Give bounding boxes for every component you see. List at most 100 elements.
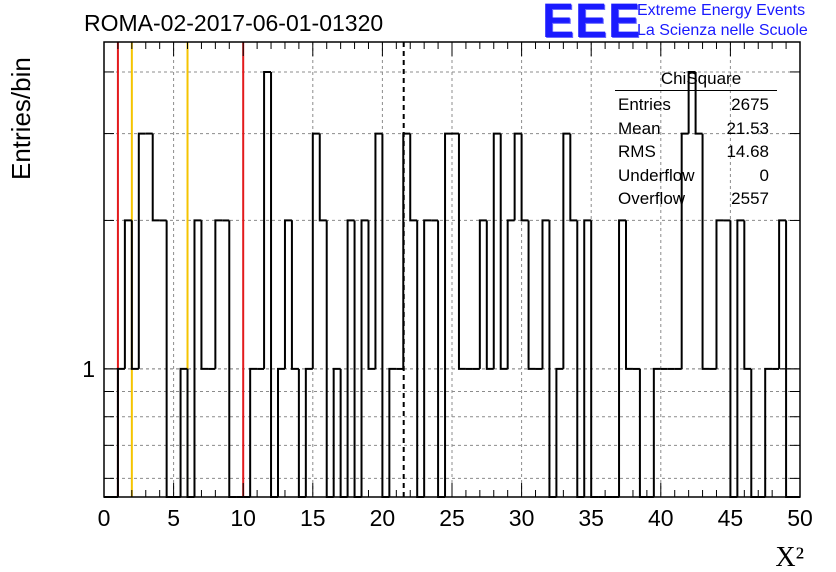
x-tick-label: 10 [230, 505, 256, 531]
histogram-bin [304, 367, 313, 497]
histogram-bin [137, 132, 146, 369]
histogram-bin [179, 367, 188, 497]
histogram-bin [283, 219, 292, 369]
y-axis-label: Entries/bin [6, 57, 36, 180]
histogram-bin [694, 71, 703, 135]
histogram-bin [130, 220, 139, 370]
axis-ticks [103, 42, 801, 497]
histogram-bin [325, 220, 334, 498]
histogram-bin [193, 219, 202, 497]
x-tick-label: 50 [787, 505, 813, 531]
x-tick-label: 25 [439, 505, 465, 531]
histogram-bin [367, 220, 376, 370]
stats-row-overflow: Overflow 2557 [611, 187, 777, 211]
stats-row-entries: Entries 2675 [611, 93, 777, 117]
histogram-bin [116, 367, 125, 497]
histogram-bin [583, 219, 592, 497]
histogram-bin [513, 132, 522, 221]
histogram-bin [249, 367, 258, 497]
histogram-bin [151, 133, 160, 222]
x-tick-label: 40 [648, 505, 674, 531]
histogram-bin [485, 220, 494, 370]
histogram-bin [555, 367, 564, 497]
x-tick-label: 30 [509, 505, 535, 531]
histogram-bin [409, 133, 418, 222]
stats-key: Overflow [618, 189, 686, 208]
histogram-bin [527, 220, 536, 370]
histogram-bin [618, 219, 626, 497]
histogram-bin [123, 219, 132, 369]
histogram-bin [652, 367, 661, 497]
logo-line-2: La Scienza nelle Scuole [637, 22, 808, 39]
stats-row-mean: Mean 21.53 [611, 117, 777, 141]
histogram-bin [263, 70, 272, 369]
histogram-bin [388, 367, 397, 497]
histogram-bin [569, 133, 578, 222]
histogram-bin [311, 132, 320, 369]
histogram-bin [680, 132, 689, 369]
histogram-bin [548, 220, 557, 498]
stats-key: Entries [618, 95, 671, 114]
stats-title: ChiSquare [660, 69, 742, 88]
x-tick-label: 5 [167, 505, 180, 531]
stats-divider [615, 90, 777, 91]
histogram-bin [200, 220, 209, 370]
histogram-bin [318, 133, 327, 222]
histogram-bin [729, 220, 738, 498]
stats-key: Mean [618, 118, 661, 138]
histogram-bin [402, 132, 411, 369]
histogram-bin [360, 219, 369, 497]
histogram-bin [562, 132, 571, 369]
logo-line-1: Extreme Energy Events [637, 2, 806, 19]
stats-box: ChiSquare Entries 2675 Mean 21.53 RMS 14… [611, 68, 777, 211]
histogram-bin [353, 220, 362, 498]
histogram-bin [625, 220, 633, 370]
stats-key: RMS [618, 142, 656, 161]
histogram-bin [423, 219, 432, 497]
histogram-bin [270, 71, 278, 498]
stats-row-rms: RMS 14.68 [611, 140, 777, 164]
histogram-bin [346, 219, 355, 497]
histogram-bin [457, 133, 466, 370]
y-tick-label: 1 [82, 356, 95, 382]
histogram-bin [381, 133, 390, 498]
axis-tick-labels: 0 5 10 15 20 25 30 35 40 45 50 1 [82, 356, 813, 531]
histogram-bin [778, 219, 787, 369]
histogram-bin [743, 220, 752, 370]
histogram-bin [339, 368, 348, 498]
x-tick-label: 20 [370, 505, 396, 531]
stats-value: 2557 [731, 189, 769, 208]
histogram-bin [576, 220, 585, 498]
histogram-bin [297, 368, 306, 498]
histogram-bin [785, 220, 794, 498]
histogram-bin [437, 220, 446, 498]
histogram-bin [764, 367, 773, 497]
histogram-bin [736, 219, 745, 497]
histogram-bin [332, 367, 341, 497]
histogram-bin [277, 367, 285, 497]
histogram-bin [444, 132, 452, 497]
histogram-bin [416, 220, 425, 498]
histogram-bin [638, 368, 647, 498]
eee-logo-mark: EEE [542, 0, 642, 48]
stats-key: Underflow [618, 165, 695, 185]
histogram-bin [374, 132, 383, 369]
histogram-bin [478, 219, 487, 369]
histogram-bin [290, 220, 299, 370]
histogram-bin [186, 368, 195, 498]
histogram-bin [541, 219, 550, 369]
x-tick-label: 35 [578, 505, 604, 531]
stats-value: 14.68 [726, 142, 769, 161]
histogram-bin [687, 70, 696, 134]
histogram-bin [492, 132, 501, 369]
histogram-bin [520, 133, 529, 222]
chart-title: ROMA-02-2017-06-01-01320 [84, 10, 384, 36]
stats-value: 0 [759, 165, 769, 185]
x-tick-label: 15 [300, 505, 326, 531]
histogram-bin [715, 219, 724, 369]
histogram-bin [750, 368, 759, 498]
histogram-bin [590, 220, 599, 498]
stats-row-underflow: Underflow 0 [611, 164, 777, 188]
histogram-bin [499, 133, 508, 370]
